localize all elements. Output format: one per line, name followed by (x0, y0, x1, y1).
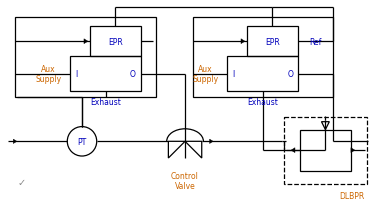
Text: Aux: Aux (199, 64, 213, 73)
Bar (247, 27, 298, 57)
Polygon shape (291, 148, 295, 153)
Polygon shape (209, 139, 213, 144)
Text: Supply: Supply (193, 75, 219, 84)
Text: PT: PT (77, 137, 86, 146)
Text: Aux: Aux (41, 64, 56, 73)
Polygon shape (84, 40, 88, 44)
Bar (90, 27, 141, 57)
Text: O: O (130, 70, 136, 79)
Text: Valve: Valve (175, 181, 196, 190)
Polygon shape (241, 40, 245, 44)
Polygon shape (13, 139, 17, 144)
Bar (193, 18, 333, 98)
Bar (284, 117, 367, 184)
Text: EPR: EPR (265, 38, 280, 46)
Text: I: I (232, 70, 234, 79)
Bar (15, 18, 156, 98)
Text: ✓: ✓ (17, 177, 25, 187)
Text: DLBPR: DLBPR (340, 191, 365, 200)
Text: EPR: EPR (108, 38, 123, 46)
Text: Ref: Ref (309, 38, 322, 46)
Text: Exhaust: Exhaust (90, 97, 121, 106)
Bar (70, 57, 141, 92)
Text: O: O (287, 70, 293, 79)
Text: Supply: Supply (36, 75, 62, 84)
Polygon shape (351, 148, 355, 153)
Text: Exhaust: Exhaust (247, 97, 278, 106)
Bar (300, 130, 351, 171)
Text: I: I (75, 70, 77, 79)
Text: Control: Control (171, 171, 199, 180)
Bar (227, 57, 298, 92)
